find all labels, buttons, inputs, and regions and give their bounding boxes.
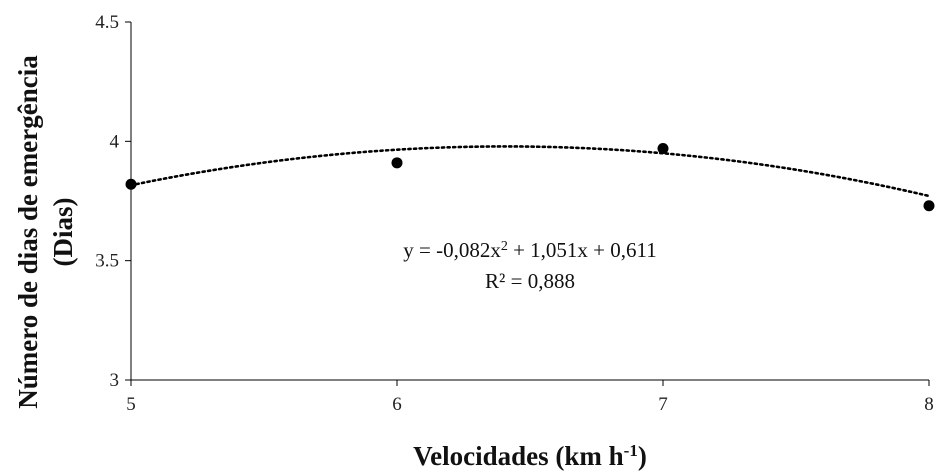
- x-tick-label: 8: [924, 394, 934, 415]
- y-axis-ticks: 3 3.5 4 4.5: [95, 12, 131, 391]
- data-points: [125, 142, 935, 212]
- x-axis-ticks: 5 6 7 8: [126, 380, 934, 415]
- data-point: [657, 142, 669, 154]
- x-tick-label: 5: [126, 394, 136, 415]
- data-point: [125, 178, 137, 190]
- x-tick-label: 6: [392, 394, 402, 415]
- r-squared-label: R² = 0,888: [485, 269, 575, 293]
- y-axis-title-line2: (Dias): [48, 198, 78, 267]
- data-point: [923, 200, 935, 212]
- y-tick-label: 3.5: [95, 251, 119, 272]
- x-axis-title: Velocidades (km h-1): [413, 441, 647, 472]
- y-tick-label: 3: [110, 370, 120, 391]
- data-point: [391, 157, 403, 169]
- trendline: [129, 145, 931, 198]
- trend-equation: y = -0,082x2 + 1,051x + 0,611: [403, 238, 657, 262]
- y-tick-label: 4: [110, 131, 120, 152]
- y-axis-title-line1: Número de dias de emergência: [13, 55, 43, 409]
- x-tick-label: 7: [658, 394, 668, 415]
- y-tick-label: 4.5: [95, 12, 119, 33]
